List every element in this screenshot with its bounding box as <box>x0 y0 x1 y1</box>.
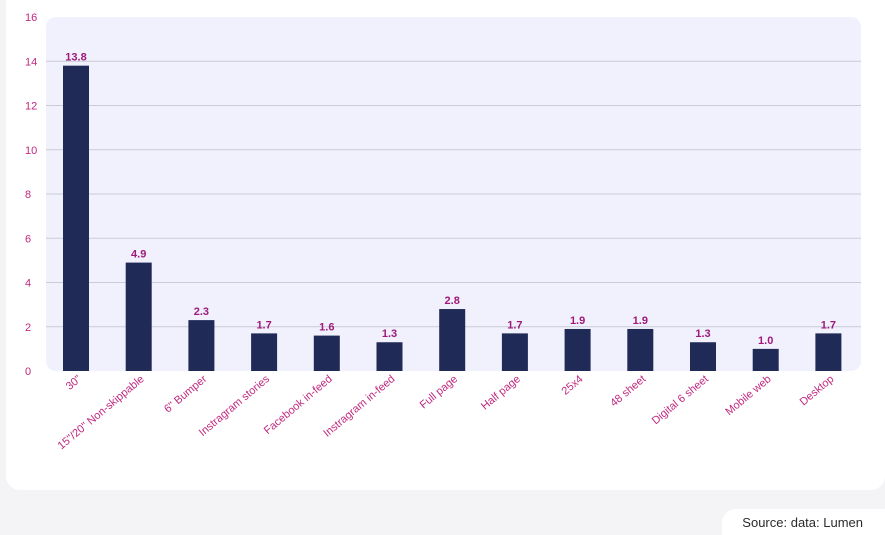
y-tick-label: 10 <box>25 145 37 157</box>
value-label: 2.3 <box>194 306 209 318</box>
bar <box>501 333 528 371</box>
bar <box>376 342 403 371</box>
value-label: 1.3 <box>382 328 397 340</box>
value-label: 1.0 <box>758 335 773 347</box>
value-label: 1.9 <box>633 315 648 327</box>
y-axis-ticks: 0 2 4 6 8 10 12 14 16 <box>25 12 37 378</box>
x-tick-label: Digital 6 sheet <box>650 373 711 427</box>
bar <box>188 320 215 371</box>
y-tick-label: 14 <box>25 56 37 68</box>
value-label: 4.9 <box>131 249 146 261</box>
y-tick-label: 2 <box>25 322 31 334</box>
x-tick-label: Mobile web <box>723 373 773 418</box>
bar <box>439 309 466 371</box>
x-tick-label: Half page <box>479 373 523 412</box>
source-note: Source: data: Lumen <box>722 509 885 535</box>
bar <box>752 348 779 371</box>
x-tick-label: Desktop <box>798 373 837 408</box>
y-tick-label: 6 <box>25 233 31 245</box>
y-tick-label: 16 <box>25 12 37 24</box>
value-label: 13.8 <box>65 52 86 64</box>
bar <box>63 65 89 372</box>
y-tick-label: 0 <box>25 366 31 378</box>
value-label: 1.7 <box>507 319 522 331</box>
x-tick-label: 30" <box>64 373 84 393</box>
bar <box>564 328 591 371</box>
bar <box>815 333 842 371</box>
x-tick-label: 25x4 <box>560 373 586 398</box>
bar <box>125 262 152 371</box>
bar <box>313 335 340 371</box>
bars <box>63 65 842 372</box>
value-labels: 13.8 4.9 2.3 1.7 1.6 1.3 2.8 1.7 1.9 1.9 1.3 1.0 1.7 <box>65 52 836 347</box>
value-label: 1.7 <box>256 319 271 331</box>
y-tick-label: 12 <box>25 101 37 113</box>
bar <box>627 328 654 371</box>
bar <box>251 333 278 371</box>
value-label: 1.6 <box>319 322 334 334</box>
bar <box>690 342 716 371</box>
value-label: 1.7 <box>821 319 836 331</box>
y-tick-label: 8 <box>25 189 31 201</box>
value-label: 1.9 <box>570 315 585 327</box>
x-tick-label: 6" Bumper <box>162 373 209 416</box>
x-tick-label: Full page <box>418 373 460 411</box>
y-tick-label: 4 <box>25 278 31 290</box>
value-label: 1.3 <box>695 328 710 340</box>
x-axis-ticks: 30"15"/20" Non-skippable 6" BumperInstrag… <box>56 373 837 452</box>
x-tick-label: 48 sheet <box>608 373 648 409</box>
value-label: 2.8 <box>445 295 460 307</box>
